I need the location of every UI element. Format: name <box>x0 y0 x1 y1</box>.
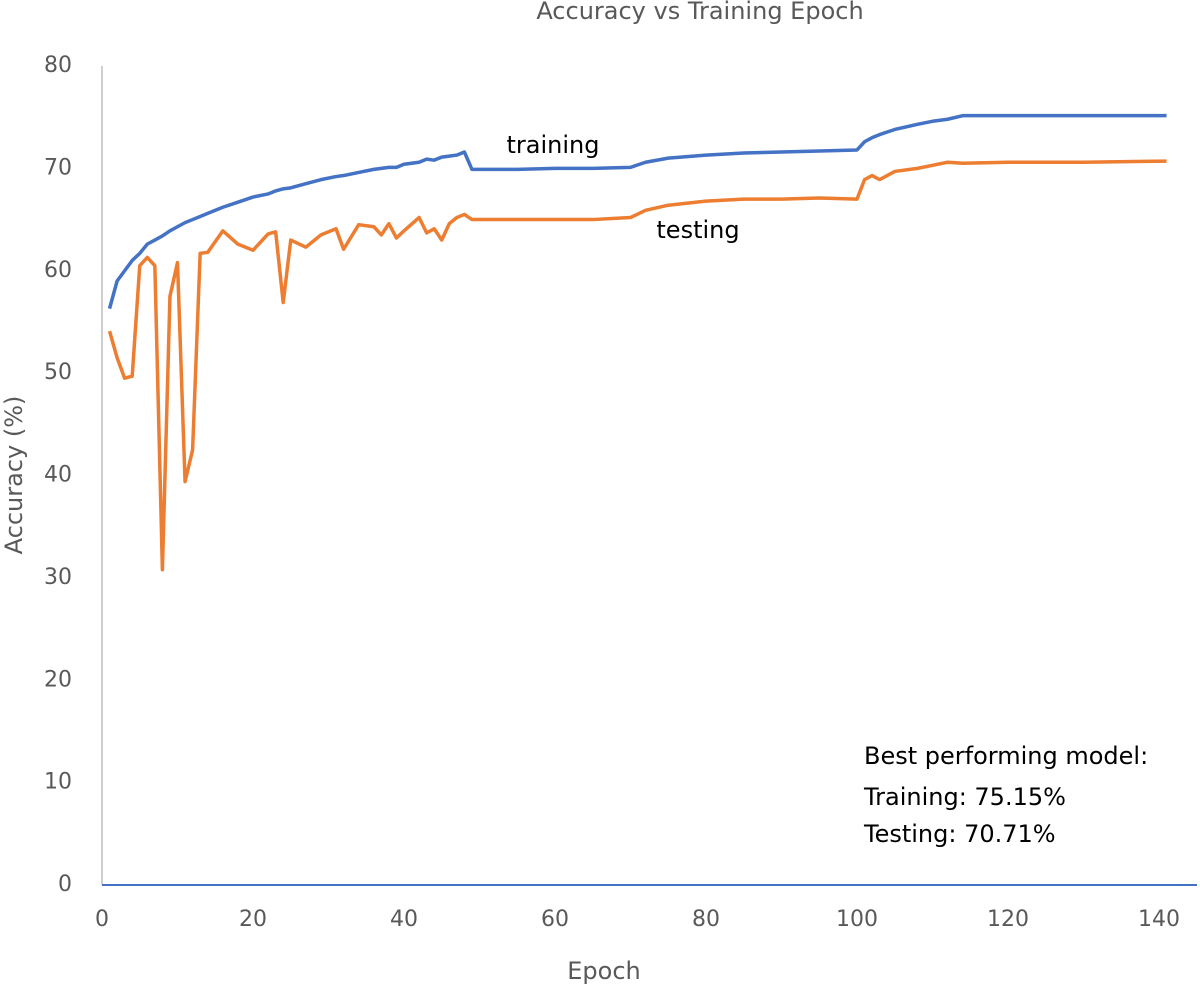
y-tick-label: 80 <box>44 53 72 78</box>
chart-title: Accuracy vs Training Epoch <box>536 0 863 25</box>
y-tick-label: 0 <box>58 872 72 897</box>
y-tick-label: 60 <box>44 258 72 283</box>
note: Testing: 70.71% <box>863 820 1056 848</box>
y-tick-label: 20 <box>44 667 72 692</box>
line-series <box>107 113 1167 310</box>
y-tick-label: 50 <box>44 360 72 385</box>
x-tick-label: 0 <box>95 907 109 932</box>
y-tick-label: 30 <box>44 565 72 590</box>
x-tick-label: 120 <box>987 907 1029 932</box>
x-axis-label: Epoch <box>567 957 641 985</box>
x-tick-label: 100 <box>836 907 878 932</box>
y-tick-label: 40 <box>44 463 72 488</box>
x-tick-label: 80 <box>692 907 720 932</box>
x-tick-label: 140 <box>1138 907 1180 932</box>
y-tick-label: 70 <box>44 155 72 180</box>
note: Best performing model: <box>864 742 1148 770</box>
x-tick-label: 40 <box>390 907 418 932</box>
series-label: training <box>507 131 600 159</box>
series-label: testing <box>656 216 739 244</box>
y-axis-label: Accuracy (%) <box>0 396 28 555</box>
note: Training: 75.15% <box>863 783 1066 811</box>
x-tick-label: 20 <box>239 907 267 932</box>
line-series <box>107 159 1167 572</box>
x-tick-label: 60 <box>541 907 569 932</box>
y-tick-label: 10 <box>44 770 72 795</box>
